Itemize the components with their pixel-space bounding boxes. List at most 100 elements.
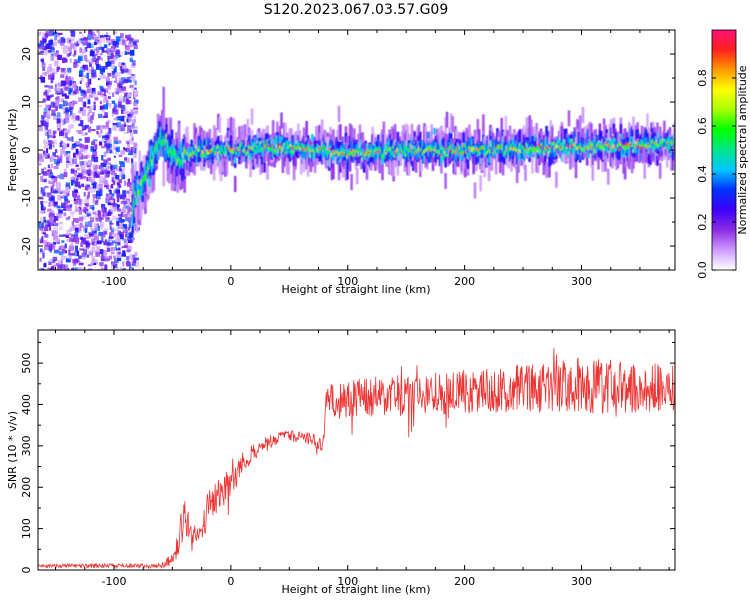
ridge-peak (347, 154, 350, 157)
ridge-peak (590, 144, 593, 148)
noise-cell (45, 94, 48, 98)
ridge-cell (431, 154, 435, 171)
noise-cell (46, 192, 51, 198)
ridge-cell (635, 130, 638, 141)
noise-cell (130, 182, 133, 185)
ridge-cell (503, 152, 506, 157)
noise-cell (99, 176, 103, 181)
noise-cell (64, 114, 70, 120)
ridge-cell (378, 140, 381, 148)
ridge-cell (353, 128, 356, 145)
noise-cell (79, 248, 84, 251)
ridge-cell (396, 159, 400, 176)
ridge-peak (448, 149, 451, 153)
ridge-cell (428, 146, 432, 150)
ridge-cell (661, 140, 665, 145)
ridge-cell (353, 139, 356, 150)
ridge-cell (231, 148, 234, 165)
noise-cell (101, 138, 105, 142)
noise-cell (94, 233, 99, 236)
ridge-cell (169, 119, 172, 146)
noise-cell (110, 193, 115, 197)
ridge-cell (658, 142, 662, 147)
noise-cell (81, 199, 86, 205)
noise-cell (58, 104, 63, 109)
ridge-cell (146, 166, 150, 173)
noise-cell (61, 36, 65, 43)
ridge-cell (148, 175, 151, 187)
ridge-cell (503, 142, 506, 149)
noise-cell (68, 80, 73, 86)
noise-cell (83, 64, 88, 71)
ridge-cell (513, 129, 516, 146)
noise-cell (113, 188, 116, 194)
ridge-cell (588, 137, 592, 145)
ridge-cell (619, 150, 623, 161)
noise-cell (125, 190, 130, 194)
ridge-cell (454, 157, 457, 174)
noise-cell (80, 66, 85, 72)
ridge-cell (510, 144, 513, 148)
ridge-cell (514, 147, 517, 152)
noise-cell (84, 224, 88, 229)
ridge-cell (193, 123, 196, 140)
ridge-cell (299, 149, 303, 157)
noise-cell (67, 83, 71, 88)
noise-cell (78, 86, 82, 91)
ridge-cell (440, 157, 443, 174)
noise-cell (62, 190, 66, 194)
ridge-cell (472, 147, 475, 152)
noise-cell (42, 192, 46, 197)
noise-cell (127, 69, 132, 75)
ridge-cell (162, 108, 165, 135)
ridge-cell (139, 193, 143, 220)
ridge-cell (247, 136, 251, 147)
ridge-cell (330, 153, 334, 158)
ridge-cell (322, 141, 325, 148)
noise-cell (106, 142, 111, 149)
noise-cell (69, 236, 72, 242)
noise-cell (122, 227, 125, 230)
ridge-cell (252, 150, 255, 158)
ridge-cell (510, 155, 513, 172)
noise-cell (40, 200, 44, 205)
ridge-cell (326, 152, 330, 157)
ridge-cell (139, 189, 143, 200)
ridge-cell (555, 149, 558, 157)
ridge-cell (626, 145, 630, 150)
noise-cell (58, 248, 61, 254)
ridge-cell (391, 146, 394, 153)
ridge-cell (538, 133, 541, 150)
ridge-cell (365, 163, 369, 180)
ridge-cell (162, 140, 165, 147)
ridge-cell (414, 156, 418, 173)
ridge-cell (517, 140, 520, 151)
noise-cell (42, 171, 47, 176)
noise-cell (115, 39, 120, 45)
ridge-cell (361, 148, 365, 156)
colorbar-step (712, 180, 736, 183)
noise-cell (39, 45, 44, 50)
noise-cell (57, 82, 61, 87)
ridge-cell (590, 144, 593, 151)
ridge-cell (597, 141, 600, 145)
noise-cell (88, 30, 93, 35)
noise-cell (101, 214, 104, 220)
ridge-cell (182, 152, 185, 159)
noise-cell (65, 190, 70, 196)
noise-cell (86, 184, 90, 188)
noise-cell (120, 123, 125, 129)
noise-cell (48, 89, 51, 93)
ridge-cell (186, 159, 189, 170)
noise-cell (73, 180, 78, 184)
ridge-cell (240, 147, 244, 155)
ridge-cell (179, 146, 182, 163)
ridge-cell (389, 140, 393, 151)
ridge-peak (343, 152, 346, 156)
noise-cell (56, 183, 60, 190)
ridge-cell (327, 159, 331, 167)
ridge-cell (594, 149, 597, 154)
noise-cell (50, 102, 56, 108)
noise-cell (131, 164, 135, 168)
ridge-cell (403, 145, 407, 149)
